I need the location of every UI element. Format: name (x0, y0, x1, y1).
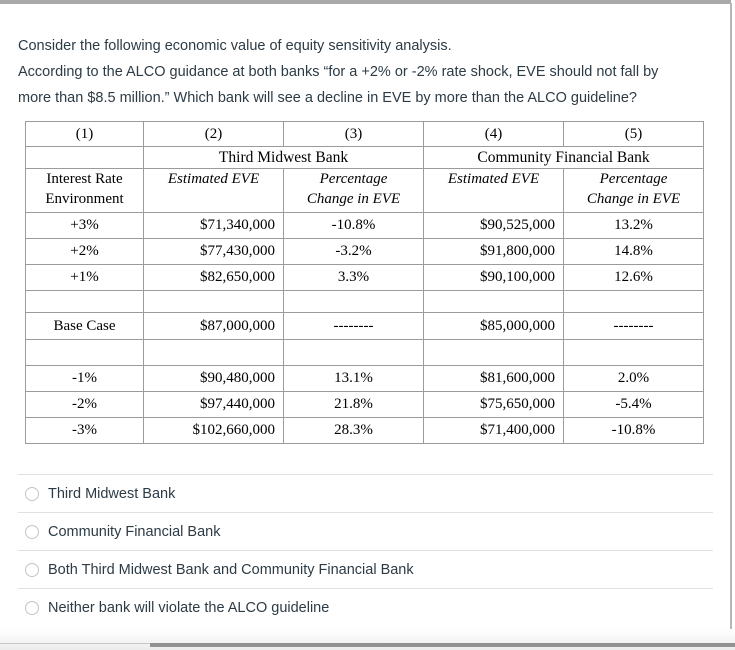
answer-option-label: Both Third Midwest Bank and Community Fi… (48, 561, 414, 578)
table-cell: -3% (25, 417, 144, 444)
window-top-edge (0, 0, 731, 4)
column-number-row: (1) (2) (3) (4) (5) (25, 121, 704, 147)
table-cell: $82,650,000 (143, 264, 284, 291)
table-cell: $90,480,000 (143, 365, 284, 392)
table-row: -3% $102,660,000 28.3% $71,400,000 -10.8% (25, 417, 704, 444)
horizontal-scrollbar[interactable] (150, 643, 735, 647)
column-number: (1) (25, 121, 144, 147)
table-cell: -10.8% (283, 212, 424, 239)
table-cell (423, 290, 564, 313)
answer-option-4[interactable]: Neither bank will violate the ALCO guide… (18, 588, 713, 626)
table-row (25, 339, 704, 366)
table-cell (563, 339, 704, 366)
table-cell: $81,600,000 (423, 365, 564, 392)
table-cell (143, 290, 284, 313)
table-cell: -10.8% (563, 417, 704, 444)
table-cell: -2% (25, 391, 144, 418)
column-number: (2) (143, 121, 284, 147)
table-cell: $102,660,000 (143, 417, 284, 444)
table-cell (563, 290, 704, 313)
table-cell (25, 339, 144, 366)
table-cell: 28.3% (283, 417, 424, 444)
table-cell: +1% (25, 264, 144, 291)
sub-header: Estimated EVE (423, 168, 564, 213)
table-cell: +2% (25, 238, 144, 265)
table-cell: $71,340,000 (143, 212, 284, 239)
table-cell (423, 339, 564, 366)
question-line: more than $8.5 million.” Which bank will… (18, 90, 637, 106)
table-cell (143, 339, 284, 366)
answer-option-label: Community Financial Bank (48, 523, 221, 540)
table-row: Base Case $87,000,000 -------- $85,000,000-… (25, 312, 704, 340)
table-row: -1% $90,480,000 13.1% $81,600,000 2.0% (25, 365, 704, 392)
table-cell: +3% (25, 212, 144, 239)
table-cell: -3.2% (283, 238, 424, 265)
table-cell: -5.4% (563, 391, 704, 418)
row-axis-header: Interest Rate Environment (25, 168, 144, 213)
bank-group-header: Community Financial Bank (423, 146, 704, 169)
bank-group-row: Third Midwest Bank Community Financial B… (25, 146, 704, 169)
table-row: +3% $71,340,000 -10.8% $90,525,000 13.2% (25, 212, 704, 239)
table-cell (283, 339, 424, 366)
column-number: (3) (283, 121, 424, 147)
answer-option-label: Neither bank will violate the ALCO guide… (48, 599, 330, 616)
answer-option-2[interactable]: Community Financial Bank (18, 512, 713, 550)
sub-header: Estimated EVE (143, 168, 284, 213)
sub-header-row: Interest Rate Environment Estimated EVE … (25, 168, 704, 213)
column-number: (4) (423, 121, 564, 147)
answer-option-label: Third Midwest Bank (48, 485, 176, 502)
question-line: According to the ALCO guidance at both b… (18, 64, 659, 80)
table-cell: 3.3% (283, 264, 424, 291)
table-cell: $91,800,000 (423, 238, 564, 265)
empty-cell (25, 146, 144, 169)
table-cell: -1% (25, 365, 144, 392)
question-text: Consider the following economic value of… (18, 33, 723, 111)
table-cell: $75,650,000 (423, 391, 564, 418)
table-row: +1% $82,650,000 3.3% $90,100,000 12.6% (25, 264, 704, 291)
table-cell: 13.1% (283, 365, 424, 392)
table-cell: Base Case (25, 312, 144, 340)
table-cell: -------- (283, 312, 424, 340)
table-cell: -------- (563, 312, 704, 340)
radio-button-icon[interactable] (25, 562, 39, 577)
table-cell: $85,000,000 (423, 312, 564, 340)
table-cell: $90,525,000 (423, 212, 564, 239)
table-cell: $90,100,000 (423, 264, 564, 291)
table-cell: $97,440,000 (143, 391, 284, 418)
table-row (25, 290, 704, 313)
table-row: -2% $97,440,000 21.8% $75,650,000 -5.4% (25, 391, 704, 418)
bank-group-header: Third Midwest Bank (143, 146, 424, 169)
sub-header: Percentage Change in EVE (563, 168, 704, 213)
table-cell (25, 290, 144, 313)
answer-option-1[interactable]: Third Midwest Bank (18, 474, 713, 512)
table-cell: 14.8% (563, 238, 704, 265)
table-row: +2% $77,430,000 -3.2% $91,800,000 14.8% (25, 238, 704, 265)
table-body: +3% $71,340,000 -10.8% $90,525,000 13.2% +2% $… (25, 212, 704, 444)
table-cell (283, 290, 424, 313)
radio-button-icon[interactable] (25, 600, 39, 615)
sub-header: Percentage Change in EVE (283, 168, 424, 213)
radio-button-icon[interactable] (25, 524, 39, 539)
table-cell: 2.0% (563, 365, 704, 392)
answer-option-3[interactable]: Both Third Midwest Bank and Community Fi… (18, 550, 713, 588)
answer-options: Third Midwest Bank Community Financial B… (18, 474, 713, 626)
radio-button-icon[interactable] (25, 486, 39, 501)
column-number: (5) (563, 121, 704, 147)
eve-sensitivity-table: (1) (2) (3) (4) (5) Third Midwest Bank C… (25, 121, 704, 444)
table-cell: $77,430,000 (143, 238, 284, 265)
table-cell: 21.8% (283, 391, 424, 418)
table-cell: 12.6% (563, 264, 704, 291)
window-right-edge (730, 3, 732, 650)
table-cell: $87,000,000 (143, 312, 284, 340)
table-cell: $71,400,000 (423, 417, 564, 444)
question-line: Consider the following economic value of… (18, 38, 452, 54)
table-cell: 13.2% (563, 212, 704, 239)
